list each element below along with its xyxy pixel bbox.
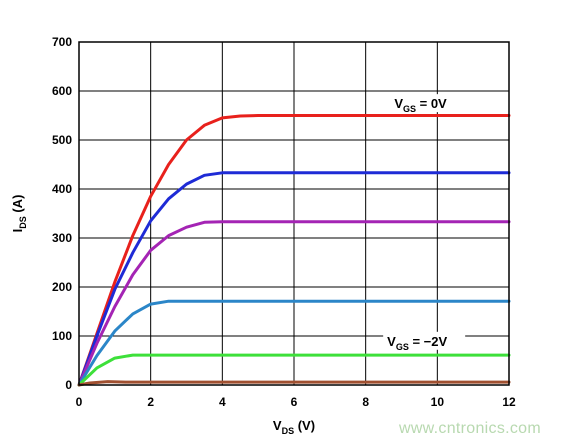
series-line-1 xyxy=(77,114,511,387)
series-line-5 xyxy=(77,353,511,387)
y-tick-label: 100 xyxy=(52,329,72,343)
watermark: www.cntronics.com xyxy=(398,420,541,437)
series-line-6 xyxy=(77,380,511,387)
x-tick-label: 2 xyxy=(147,395,154,409)
series-line-3 xyxy=(77,220,511,387)
vgs-annotation-2: VGS = −2V xyxy=(387,334,447,352)
series-line-2 xyxy=(77,171,511,387)
vgs-annotation-1: VGS = 0V xyxy=(394,96,447,114)
y-tick-label: 200 xyxy=(52,280,72,294)
x-tick-label: 4 xyxy=(219,395,226,409)
y-axis-title: IDS (A) xyxy=(10,195,28,233)
x-tick-label: 12 xyxy=(502,395,516,409)
y-tick-label: 600 xyxy=(52,84,72,98)
x-tick-label: 8 xyxy=(362,395,369,409)
x-tick-label: 6 xyxy=(291,395,298,409)
y-tick-label: 700 xyxy=(52,35,72,49)
annotation-background xyxy=(390,94,473,113)
tick-labels: 0 2 4 6 8 10 12 0 100 200 300 400 500 600 700 xyxy=(52,35,516,409)
y-tick-label: 0 xyxy=(65,378,72,392)
x-axis-title: VDS (V) xyxy=(273,418,315,436)
series-line-4 xyxy=(77,299,511,387)
x-tick-label: 0 xyxy=(76,395,83,409)
annotation-background xyxy=(383,331,466,350)
grid xyxy=(79,42,509,385)
plot-frame xyxy=(78,41,510,386)
y-tick-label: 500 xyxy=(52,133,72,147)
annotations: VGS = 0V VGS = −2V xyxy=(383,94,473,352)
y-tick-label: 400 xyxy=(52,182,72,196)
y-tick-label: 300 xyxy=(52,231,72,245)
series-layer xyxy=(77,114,511,387)
plot-border xyxy=(78,41,510,386)
x-tick-label: 10 xyxy=(431,395,445,409)
